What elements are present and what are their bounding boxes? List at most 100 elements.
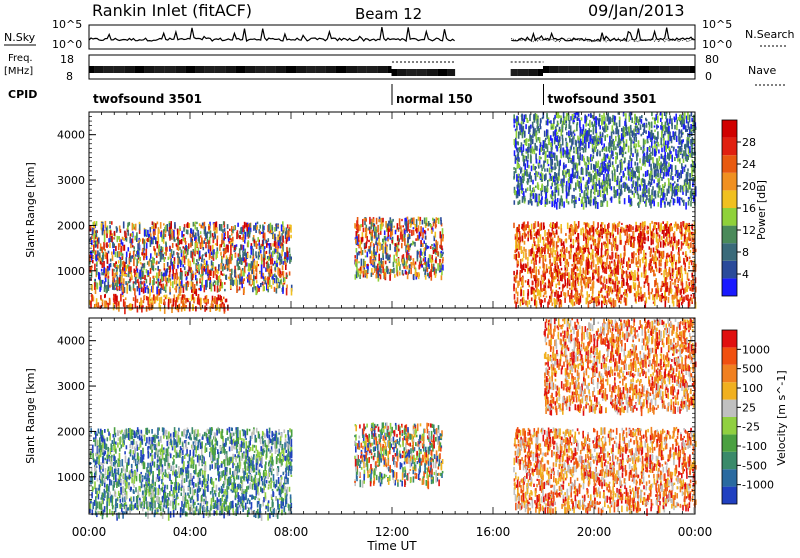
station-title: Rankin Inlet (fitACF) xyxy=(92,1,252,20)
echo-cell xyxy=(149,234,151,237)
echo-cell xyxy=(142,272,144,277)
echo-cell xyxy=(96,261,98,264)
echo-cell xyxy=(654,300,656,306)
echo-cell xyxy=(368,246,370,249)
echo-cell xyxy=(566,247,568,253)
echo-cell xyxy=(116,268,118,272)
echo-cell xyxy=(129,237,131,243)
nsearch-tick-top: 10^5 xyxy=(702,18,732,31)
echo-cell xyxy=(670,223,672,225)
echo-cell xyxy=(277,252,279,254)
echo-cell xyxy=(173,251,175,256)
echo-cell xyxy=(132,245,134,247)
echo-cell xyxy=(613,241,615,245)
echo-cell xyxy=(660,241,662,247)
echo-cell xyxy=(356,248,358,253)
echo-cell xyxy=(556,262,558,269)
echo-cell xyxy=(647,226,649,230)
echo-cell xyxy=(140,262,142,265)
echo-cell xyxy=(246,277,248,279)
echo-cell xyxy=(147,270,149,275)
echo-cell xyxy=(272,227,274,231)
echo-cell xyxy=(663,270,665,277)
echo-cell xyxy=(522,224,524,228)
echo-cell xyxy=(550,299,552,303)
echo-cell xyxy=(165,234,167,237)
echo-cell xyxy=(156,261,158,264)
echo-cell xyxy=(274,274,276,278)
echo-cell xyxy=(178,230,180,235)
echo-cell xyxy=(574,276,576,278)
echo-cell xyxy=(385,221,387,228)
echo-cell xyxy=(232,280,234,286)
echo-cell xyxy=(215,227,217,233)
echo-cell xyxy=(184,295,186,298)
echo-cell xyxy=(423,240,425,244)
echo-cell xyxy=(202,276,204,280)
echo-cell xyxy=(427,273,429,276)
echo-cell xyxy=(602,222,604,225)
echo-cell xyxy=(141,252,143,255)
echo-cell xyxy=(564,255,566,258)
echo-cell xyxy=(544,244,546,251)
echo-cell xyxy=(90,301,92,309)
echo-cell xyxy=(135,254,137,257)
echo-cell xyxy=(205,280,207,287)
echo-cell xyxy=(527,231,529,234)
echo-cell xyxy=(640,166,642,170)
echo-cell xyxy=(153,236,155,240)
echo-cell xyxy=(193,222,195,227)
echo-cell xyxy=(515,277,517,282)
echo-cell xyxy=(394,274,396,278)
echo-cell xyxy=(214,267,216,270)
echo-cell xyxy=(222,282,224,288)
echo-cell xyxy=(173,298,175,305)
echo-cell xyxy=(210,270,212,275)
echo-cell xyxy=(671,279,673,281)
echo-cell xyxy=(631,253,633,256)
echo-cell xyxy=(205,254,207,257)
echo-cell xyxy=(389,226,391,228)
echo-cell xyxy=(676,287,678,293)
echo-cell xyxy=(146,239,148,242)
freq-tick-bottom: 8 xyxy=(66,70,73,83)
echo-cell xyxy=(199,279,201,282)
echo-cell xyxy=(211,256,213,259)
echo-cell xyxy=(378,254,380,261)
echo-cell xyxy=(359,240,361,248)
echo-cell xyxy=(659,295,661,302)
echo-cell xyxy=(276,288,278,293)
echo-cell xyxy=(370,257,372,264)
echo-cell xyxy=(682,252,684,255)
echo-cell xyxy=(286,275,288,278)
echo-cell xyxy=(380,243,382,250)
echo-cell xyxy=(242,268,244,271)
echo-cell xyxy=(640,231,642,238)
echo-cell xyxy=(95,304,97,307)
echo-cell xyxy=(586,260,588,267)
echo-cell xyxy=(608,223,610,228)
echo-cell xyxy=(521,289,523,295)
echo-cell xyxy=(551,263,553,266)
echo-cell xyxy=(553,224,555,228)
echo-cell xyxy=(549,232,551,237)
echo-cell xyxy=(94,279,96,281)
echo-cell xyxy=(187,272,189,276)
echo-cell xyxy=(651,288,653,292)
echo-cell xyxy=(153,278,155,285)
echo-cell xyxy=(568,272,570,278)
echo-cell xyxy=(415,224,417,229)
echo-cell xyxy=(269,250,271,254)
echo-cell xyxy=(355,227,357,229)
echo-cell xyxy=(577,269,579,271)
echo-cell xyxy=(662,281,664,286)
echo-cell xyxy=(125,281,127,285)
echo-cell xyxy=(217,247,219,251)
echo-cell xyxy=(169,287,171,293)
echo-cell xyxy=(179,279,181,286)
echo-cell xyxy=(137,299,139,303)
echo-cell xyxy=(183,284,185,286)
echo-cell xyxy=(204,222,206,226)
echo-cell xyxy=(225,264,227,269)
echo-cell xyxy=(656,268,658,272)
